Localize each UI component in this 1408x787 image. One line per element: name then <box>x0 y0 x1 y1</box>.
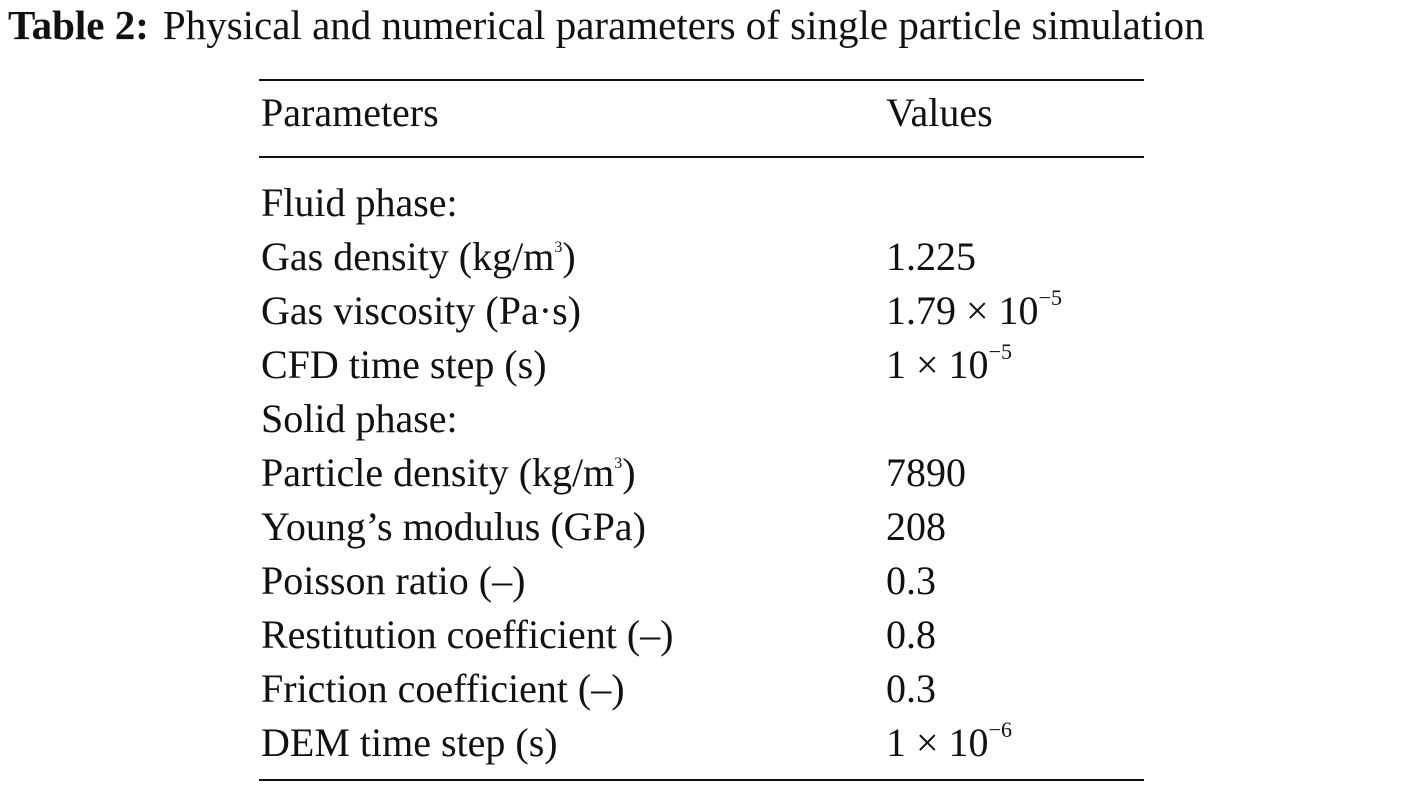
table-row-parameter: DEM time step (s) <box>261 716 558 770</box>
table-row-parameter: Gas viscosity (Pa·s) <box>261 284 581 338</box>
parameter-unit-close: ) <box>622 450 636 495</box>
parameter-text: Friction coefficient (–) <box>261 666 625 711</box>
parameter-text: DEM time step (s) <box>261 720 558 765</box>
value-text: 7890 <box>886 450 966 495</box>
table-row-parameter: CFD time step (s) <box>261 338 547 392</box>
value-text: 0.3 <box>886 666 936 711</box>
value-text: 1.79 × 10 <box>886 288 1039 333</box>
value-exponent: −6 <box>988 717 1012 743</box>
table-row-parameter: Fluid phase: <box>261 176 458 230</box>
unit-superscript: 3 <box>554 239 563 257</box>
table-row-parameter: Restitution coefficient (–) <box>261 608 673 662</box>
table-row-value: 7890 <box>886 446 966 500</box>
value-text: 1.225 <box>886 234 976 279</box>
parameter-text: Young’s modulus (GPa) <box>261 504 646 549</box>
table-row-value: 0.3 <box>886 662 936 716</box>
parameter-text: Poisson ratio (–) <box>261 558 526 603</box>
table-bottom-rule <box>259 779 1144 781</box>
unit-superscript: 3 <box>614 455 623 473</box>
table-row-value: 1.79 × 10−5 <box>886 284 1062 338</box>
table-header-rule <box>259 156 1144 158</box>
table-row-parameter: Solid phase: <box>261 392 458 446</box>
value-exponent: −5 <box>1038 285 1062 311</box>
value-text: 1 × 10 <box>886 720 989 765</box>
value-text: 1 × 10 <box>886 342 989 387</box>
table-row-value: 208 <box>886 500 946 554</box>
parameter-text: Restitution coefficient (–) <box>261 612 674 657</box>
table-row-parameter: Gas density (kg/m3) <box>261 230 576 284</box>
parameter-text: Fluid phase: <box>261 180 458 225</box>
parameter-text: CFD time step (s) <box>261 342 547 387</box>
table-row-parameter: Particle density (kg/m3) <box>261 446 636 500</box>
table-row-parameter: Friction coefficient (–) <box>261 662 625 716</box>
value-text: 0.8 <box>886 612 936 657</box>
parameter-text: Particle density (kg/m <box>261 450 615 495</box>
value-text: 0.3 <box>886 558 936 603</box>
table-row-value: 1 × 10−5 <box>886 338 1012 392</box>
table-row-value: 0.8 <box>886 608 936 662</box>
table-top-rule <box>259 79 1144 81</box>
table-row-parameter: Young’s modulus (GPa) <box>261 500 646 554</box>
table-row-parameter: Poisson ratio (–) <box>261 554 525 608</box>
header-values: Values <box>886 90 993 135</box>
table-caption-title: Physical and numerical parameters of sin… <box>162 2 1205 48</box>
parameter-text: Solid phase: <box>261 396 458 441</box>
table-caption: Table 2: Physical and numerical parameter… <box>8 0 1205 50</box>
parameter-text: Gas density (kg/m <box>261 234 555 279</box>
table-row-value: 1.225 <box>886 230 976 284</box>
parameter-text: Gas viscosity (Pa·s) <box>261 288 581 333</box>
parameter-unit-close: ) <box>562 234 576 279</box>
value-text: 208 <box>886 504 946 549</box>
table-row-value: 0.3 <box>886 554 936 608</box>
table-row-value: 1 × 10−6 <box>886 716 1012 770</box>
table-caption-label: Table 2: <box>8 2 149 48</box>
value-exponent: −5 <box>988 339 1012 365</box>
header-parameters: Parameters <box>261 90 439 135</box>
